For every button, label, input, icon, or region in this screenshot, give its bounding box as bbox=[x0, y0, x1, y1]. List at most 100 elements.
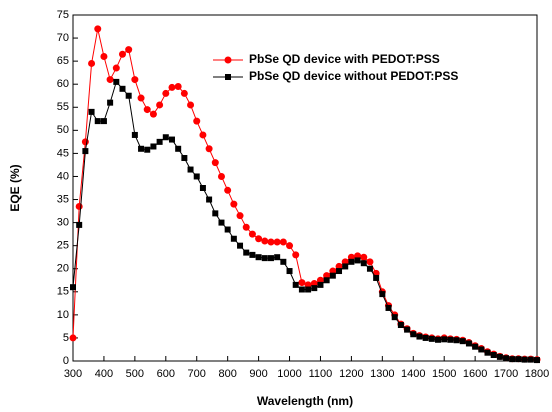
data-point bbox=[305, 286, 312, 293]
data-point bbox=[298, 279, 306, 287]
data-point bbox=[106, 76, 114, 84]
data-point bbox=[174, 83, 182, 91]
data-point bbox=[521, 356, 528, 363]
data-point bbox=[242, 223, 250, 231]
data-point bbox=[354, 257, 361, 264]
y-tick-label: 5 bbox=[63, 332, 69, 344]
data-point bbox=[205, 145, 213, 153]
data-point bbox=[459, 338, 466, 345]
data-point bbox=[156, 101, 164, 109]
data-point bbox=[199, 185, 206, 191]
data-point bbox=[150, 143, 157, 150]
x-tick-label: 300 bbox=[64, 368, 82, 380]
y-tick-label: 0 bbox=[63, 355, 69, 367]
data-point bbox=[527, 356, 534, 363]
data-point bbox=[385, 304, 392, 311]
data-point bbox=[218, 219, 225, 226]
x-tick-label: 1100 bbox=[309, 368, 333, 380]
x-tick-label: 800 bbox=[218, 368, 236, 380]
data-point bbox=[94, 118, 101, 125]
x-tick-label: 1400 bbox=[401, 368, 425, 380]
data-point bbox=[175, 145, 182, 152]
data-point bbox=[410, 331, 417, 338]
data-point bbox=[137, 94, 145, 102]
data-point bbox=[447, 336, 454, 343]
data-point bbox=[144, 146, 151, 153]
data-point bbox=[168, 136, 175, 143]
data-point bbox=[113, 78, 120, 85]
x-tick-label: 1200 bbox=[339, 368, 363, 380]
data-point bbox=[193, 173, 200, 180]
legend-label: PbSe QD device with PEDOT:PSS bbox=[249, 52, 440, 66]
data-point bbox=[217, 172, 225, 180]
data-point bbox=[267, 255, 274, 262]
x-tick-label: 600 bbox=[157, 368, 175, 380]
data-point bbox=[422, 334, 429, 341]
x-axis-label: Wavelength (nm) bbox=[257, 394, 353, 408]
data-point bbox=[472, 343, 479, 350]
data-point bbox=[515, 356, 522, 363]
data-point bbox=[131, 76, 139, 84]
data-point bbox=[292, 251, 300, 259]
data-point bbox=[149, 110, 157, 118]
data-point bbox=[292, 281, 299, 288]
data-point bbox=[496, 353, 503, 360]
data-point bbox=[248, 230, 256, 238]
data-point bbox=[211, 159, 219, 167]
data-point bbox=[286, 268, 293, 275]
x-tick-label: 700 bbox=[188, 368, 206, 380]
data-point bbox=[274, 254, 281, 261]
data-point bbox=[490, 352, 497, 359]
x-tick-label: 1600 bbox=[463, 368, 487, 380]
data-point bbox=[100, 53, 108, 61]
data-point bbox=[125, 92, 132, 99]
data-point bbox=[360, 253, 368, 261]
data-point bbox=[311, 285, 318, 292]
data-point bbox=[366, 265, 373, 272]
data-point bbox=[187, 101, 195, 109]
data-point bbox=[336, 268, 343, 275]
data-point bbox=[81, 138, 89, 146]
data-point bbox=[280, 258, 287, 265]
data-point bbox=[156, 138, 163, 145]
x-tick-label: 1500 bbox=[432, 368, 456, 380]
data-point bbox=[168, 83, 176, 91]
data-point bbox=[224, 226, 231, 233]
data-point bbox=[453, 337, 460, 344]
data-point bbox=[224, 186, 232, 194]
data-point bbox=[503, 355, 510, 362]
data-point bbox=[478, 346, 485, 353]
data-point bbox=[534, 357, 540, 364]
data-point bbox=[391, 314, 398, 321]
data-point bbox=[404, 326, 411, 333]
data-point bbox=[441, 336, 448, 343]
data-point bbox=[329, 272, 336, 279]
y-tick-label: 40 bbox=[57, 170, 69, 182]
y-tick-label: 70 bbox=[57, 32, 69, 44]
data-point bbox=[162, 134, 169, 141]
data-point bbox=[143, 106, 151, 114]
data-point bbox=[255, 235, 263, 243]
x-tick-label: 900 bbox=[249, 368, 267, 380]
x-tick-label: 1000 bbox=[277, 368, 301, 380]
data-point bbox=[279, 238, 287, 246]
data-point bbox=[69, 334, 77, 342]
data-point bbox=[88, 108, 95, 115]
data-point bbox=[107, 99, 114, 106]
data-point bbox=[342, 263, 349, 270]
data-point bbox=[484, 349, 491, 356]
data-point bbox=[261, 255, 268, 262]
x-tick-label: 1800 bbox=[525, 368, 549, 380]
data-point bbox=[138, 145, 145, 152]
y-tick-label: 30 bbox=[57, 217, 69, 229]
data-point bbox=[249, 251, 256, 258]
data-point bbox=[112, 64, 120, 72]
data-point bbox=[75, 202, 83, 210]
data-point bbox=[261, 237, 269, 245]
data-point bbox=[298, 286, 305, 293]
data-point bbox=[360, 260, 367, 267]
data-point bbox=[509, 356, 516, 363]
series-line bbox=[72, 80, 538, 361]
data-point bbox=[230, 200, 238, 208]
